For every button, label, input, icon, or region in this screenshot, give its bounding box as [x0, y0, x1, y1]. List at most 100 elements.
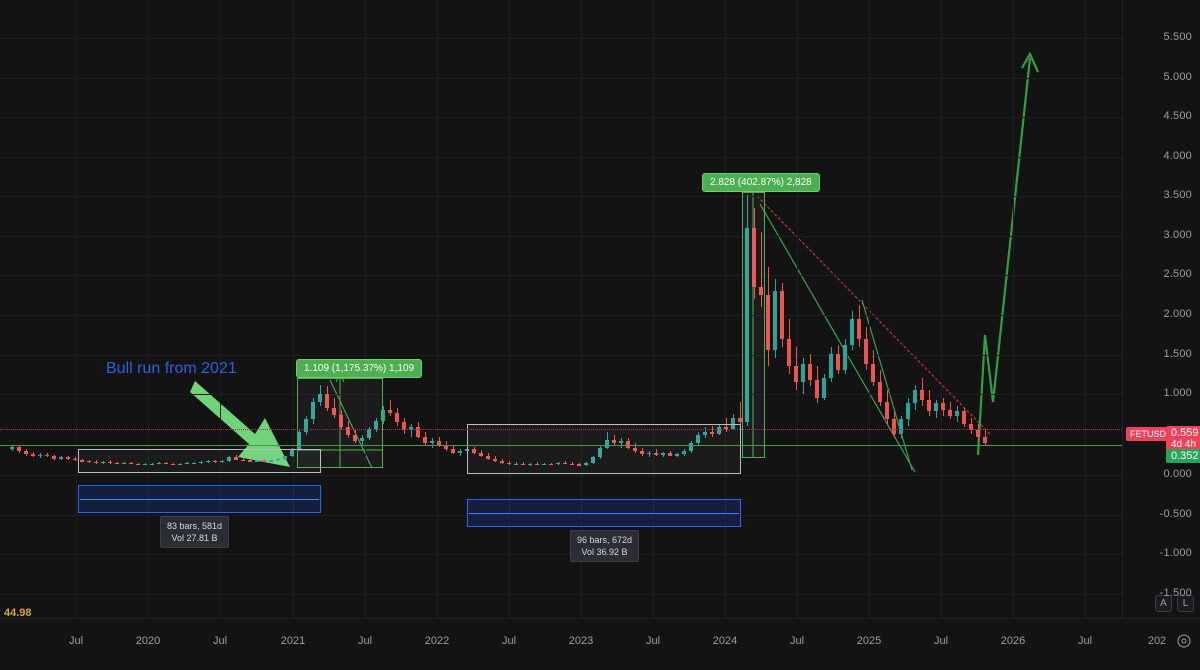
candle-body: [668, 453, 672, 456]
gridline-horizontal: [0, 315, 1122, 316]
gridline-horizontal: [0, 275, 1122, 276]
note-bull-run[interactable]: Bull run from 2021: [106, 360, 237, 377]
candle-body: [283, 456, 287, 459]
auto-scale-button[interactable]: A: [1155, 595, 1172, 612]
support-level-line[interactable]: [0, 445, 1122, 447]
range-info-box-1[interactable]: 83 bars, 581d Vol 27.81 B: [160, 516, 230, 548]
candle-body: [717, 427, 721, 434]
gridline-horizontal: [0, 394, 1122, 395]
candle-body: [801, 363, 805, 383]
time-axis-tick: Jul: [501, 635, 517, 647]
gridline-vertical: [941, 0, 942, 618]
candle-body: [927, 400, 931, 412]
gridline-horizontal: [0, 475, 1122, 476]
candle-body: [766, 295, 770, 351]
candle-body: [297, 431, 301, 450]
candle-body: [122, 462, 126, 464]
candle-body: [276, 458, 280, 461]
accumulation-box-1[interactable]: [78, 449, 321, 473]
log-scale-button[interactable]: L: [1177, 595, 1194, 612]
time-axis-tick: Jul: [789, 635, 805, 647]
measurement-box-2[interactable]: [742, 192, 765, 458]
candle-body: [31, 454, 35, 456]
candle-body: [857, 318, 861, 339]
time-axis-tick: 2022: [424, 635, 450, 647]
time-axis-tick: Jul: [645, 635, 661, 647]
candle-body: [633, 447, 637, 451]
candle-body: [738, 417, 742, 423]
ticker-badge[interactable]: FETUSDT: [1126, 427, 1176, 441]
candle-body: [892, 419, 896, 434]
candle-body: [409, 427, 413, 431]
candle-body: [864, 338, 868, 364]
candle-body: [325, 394, 329, 409]
candle-body: [38, 454, 42, 457]
candle-body: [836, 354, 840, 371]
candle-body: [815, 379, 819, 398]
candle-body: [843, 344, 847, 371]
candle-body: [682, 450, 686, 455]
measurement-label-1[interactable]: 1.109 (1,175.37%) 1,109: [296, 359, 423, 378]
crosshair-target-icon[interactable]: [1176, 633, 1192, 649]
gridline-horizontal: [0, 355, 1122, 356]
candle-body: [423, 436, 427, 444]
time-axis-tick: 2025: [856, 635, 882, 647]
time-axis[interactable]: 44.98 Jul 2020 Jul 2021 Jul 2022 Jul 2023 Jul 202…: [0, 607, 1200, 670]
candle-body: [374, 420, 378, 429]
candle-body: [661, 453, 665, 455]
measurement-box-1[interactable]: [297, 378, 383, 468]
candle-wick: [712, 425, 713, 437]
candle-body: [206, 461, 210, 463]
candle-body: [290, 449, 294, 457]
projection-arrow-head: [1021, 51, 1040, 73]
last-price-line: [0, 428, 1122, 430]
time-axis-tick: Jul: [933, 635, 949, 647]
candle-body: [962, 411, 966, 425]
candle-body: [689, 443, 693, 451]
candle-body: [24, 450, 28, 455]
candle-body: [514, 463, 518, 465]
accumulation-box-2[interactable]: [467, 424, 741, 474]
time-axis-tick: 2026: [1000, 635, 1026, 647]
candle-body: [178, 463, 182, 465]
candle-body: [549, 463, 553, 465]
candle-body: [136, 463, 140, 465]
candle-body: [598, 447, 602, 458]
candle-body: [773, 291, 777, 351]
candle-wick: [390, 400, 391, 417]
candle-wick: [432, 438, 433, 448]
range-info-box-2[interactable]: 96 bars, 672d Vol 36.92 B: [570, 530, 640, 562]
gridline-horizontal: [0, 196, 1122, 197]
last-price-badge[interactable]: 0.559: [1166, 426, 1200, 440]
candle-body: [983, 436, 987, 444]
gridline-vertical: [437, 0, 438, 618]
candle-body: [493, 458, 497, 462]
candle-body: [66, 457, 70, 459]
candle-body: [976, 429, 980, 437]
gridline-vertical: [581, 0, 582, 618]
candle-body: [444, 445, 448, 450]
candle-body: [535, 463, 539, 465]
gridline-vertical: [509, 0, 510, 618]
candle-body: [605, 439, 609, 448]
price-axis[interactable]: A L 5.500 5.000 4.500 4.000 3.500 3.000 2.500 2…: [1122, 0, 1200, 618]
countdown-badge: 4d 4h: [1166, 439, 1200, 450]
candle-body: [920, 390, 924, 401]
candle-body: [17, 447, 21, 451]
range-bars-1: 83 bars, 581d: [167, 521, 223, 531]
candle-body: [52, 456, 56, 459]
candle-body: [472, 449, 476, 453]
time-axis-tick: Jul: [212, 635, 228, 647]
candle-body: [878, 382, 882, 402]
price-axis-tick: 3.000: [1163, 229, 1192, 241]
time-axis-tick: 2024: [712, 635, 738, 647]
candle-body: [829, 354, 833, 379]
gridline-vertical: [1085, 0, 1086, 618]
candle-body: [745, 227, 749, 423]
candle-body: [542, 463, 546, 465]
candle-body: [157, 462, 161, 464]
time-axis-tick: Jul: [68, 635, 84, 647]
date-range-arrow-1: [80, 499, 319, 500]
measurement-label-2[interactable]: 2.828 (402.87%) 2,828: [702, 173, 820, 192]
support-price-badge[interactable]: 0.352: [1166, 449, 1200, 463]
